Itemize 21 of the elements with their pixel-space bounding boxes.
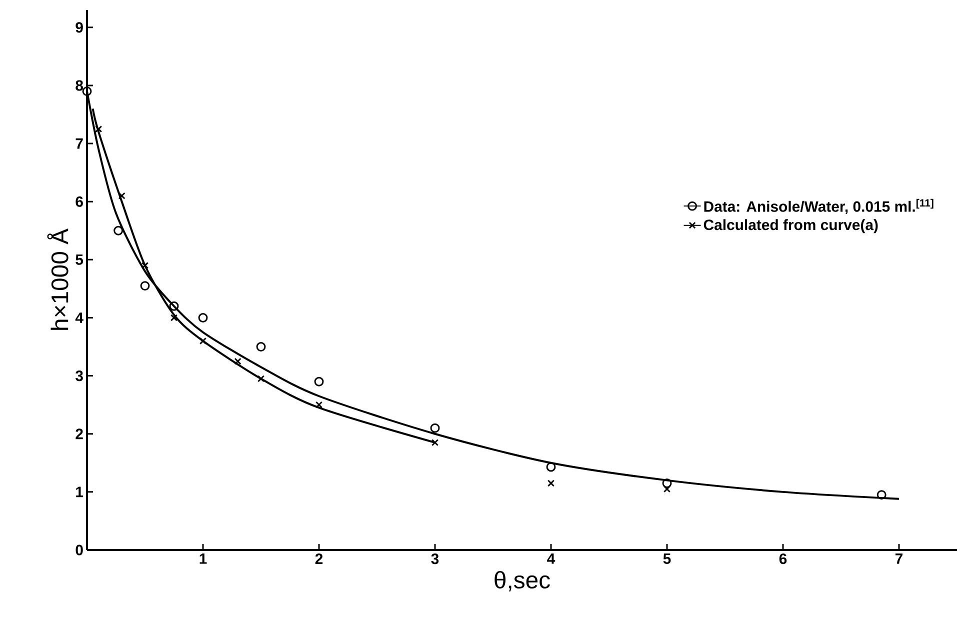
x-tick-label: 6 bbox=[779, 554, 787, 564]
x-tick-label: 5 bbox=[663, 554, 671, 564]
y-tick-label: 7 bbox=[76, 138, 83, 149]
y-axis-title: h×1000 Å bbox=[47, 228, 68, 330]
y-tick-label: 8 bbox=[76, 80, 84, 91]
x-tick-label: 2 bbox=[315, 554, 323, 564]
x-tick-label: 4 bbox=[547, 554, 556, 564]
y-tick-label: 9 bbox=[76, 22, 83, 33]
x-tick-label: 3 bbox=[431, 554, 439, 564]
y-tick-label: 0 bbox=[76, 544, 83, 556]
y-tick-label: 4 bbox=[75, 312, 84, 323]
y-tick-label: 6 bbox=[76, 196, 83, 207]
legend-label: Calculated from curve(a) bbox=[704, 219, 878, 234]
y-tick-label: 1 bbox=[76, 486, 84, 498]
y-tick-label: 5 bbox=[76, 254, 84, 265]
y-tick-label: 3 bbox=[76, 370, 83, 382]
y-tick-label: 2 bbox=[76, 428, 83, 440]
x-tick-label: 7 bbox=[895, 554, 902, 564]
legend-label: Data: Anisole/Water, 0.015 ml.$^{[11]}$ bbox=[704, 198, 934, 214]
x-tick-label: 1 bbox=[200, 554, 207, 564]
x-axis-title: θ,sec bbox=[494, 570, 550, 592]
